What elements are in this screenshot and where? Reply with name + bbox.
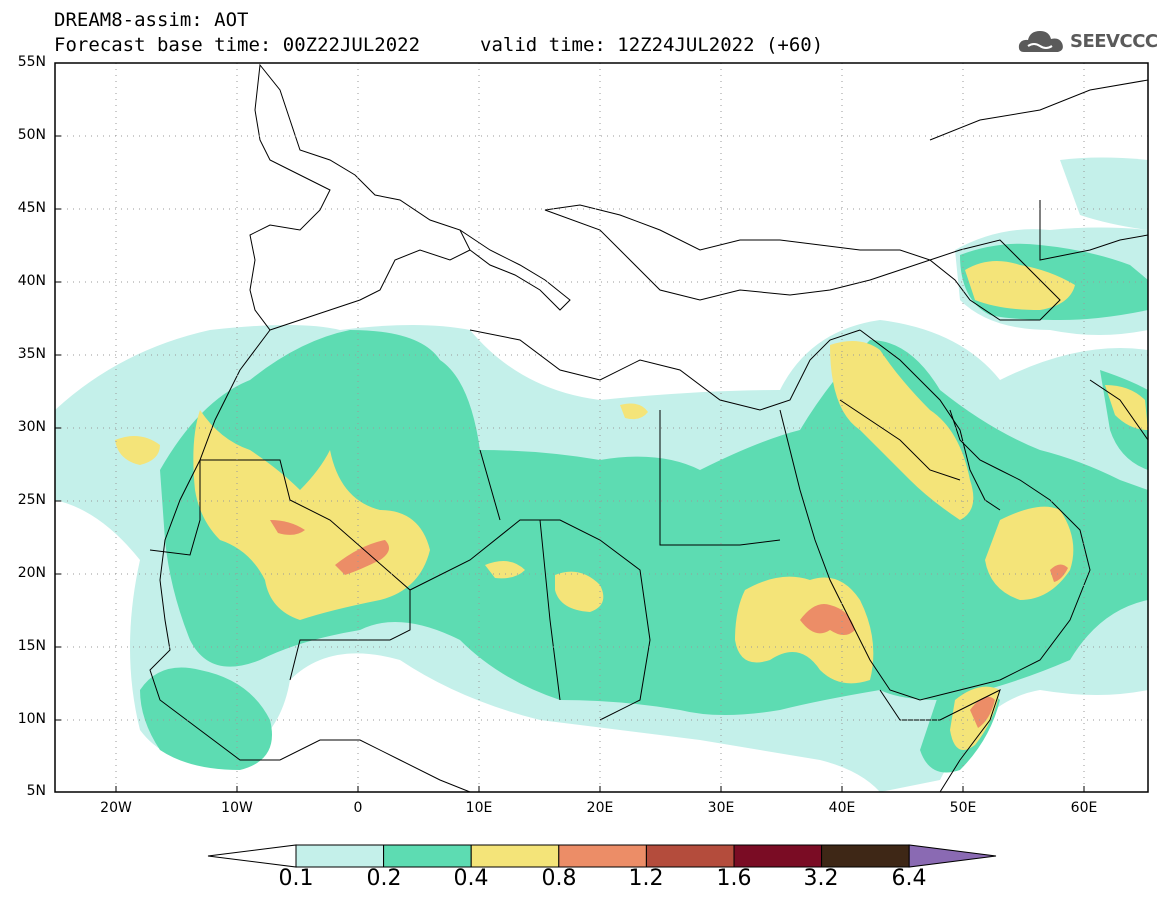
- aot-level-0-4: [115, 261, 1148, 750]
- lon-label-50e: 50E: [949, 800, 977, 816]
- forecast-base-time: Forecast base time: 00Z22JUL2022: [54, 34, 421, 56]
- colorbar-segment-5: [645, 844, 735, 868]
- lat-label-30n: 30N: [17, 419, 46, 435]
- legend-level-0-2: 0.2: [366, 866, 402, 891]
- colorbar-segment-6: [733, 844, 823, 868]
- legend-level-6-4: 6.4: [891, 866, 927, 891]
- lat-label-15n: 15N: [17, 638, 46, 654]
- grid-lines: [55, 63, 1148, 792]
- lon-label-60e: 60E: [1070, 800, 1098, 816]
- lat-label-5n: 5N: [26, 783, 46, 799]
- lat-label-50n: 50N: [17, 127, 46, 143]
- legend-level-0-1: 0.1: [278, 866, 314, 891]
- colorbar-over-triangle: [908, 844, 997, 868]
- colorbar-segment-2: [383, 844, 472, 868]
- cloud-logo-icon: [1018, 31, 1063, 52]
- legend-level-3-2: 3.2: [803, 866, 839, 891]
- aot-level-0-8: [270, 520, 1068, 728]
- colorbar-segment-3: [470, 844, 560, 868]
- valid-time: valid time: 12Z24JUL2022 (+60): [480, 34, 824, 56]
- tick-marks: [55, 135, 1085, 792]
- lat-label-25n: 25N: [17, 492, 46, 508]
- aot-fields: [55, 157, 1148, 792]
- map-title: DREAM8-assim: AOT: [54, 9, 249, 31]
- colorbar-under-triangle: [207, 844, 297, 868]
- seevccc-logo: SEEVCCC: [1018, 26, 1158, 58]
- lat-label-55n: 55N: [17, 54, 46, 70]
- lat-label-20n: 20N: [17, 565, 46, 581]
- legend-level-0-4: 0.4: [453, 866, 489, 891]
- lon-label-20w: 20W: [100, 800, 132, 816]
- colorbar-segment-1: [295, 844, 385, 868]
- lat-label-45n: 45N: [17, 200, 46, 216]
- lon-label-30e: 30E: [707, 800, 735, 816]
- colorbar-segment-4: [558, 844, 647, 868]
- lon-label-0: 0: [353, 800, 363, 816]
- map-frame: [54, 62, 1149, 793]
- coastlines-borders: [149, 63, 1148, 792]
- lat-label-35n: 35N: [17, 346, 46, 362]
- lon-label-20e: 20E: [586, 800, 614, 816]
- lon-label-10e: 10E: [465, 800, 493, 816]
- lon-label-40e: 40E: [828, 800, 856, 816]
- lon-label-10w: 10W: [221, 800, 253, 816]
- lat-label-40n: 40N: [17, 273, 46, 289]
- colorbar-segment-7: [821, 844, 910, 868]
- lat-label-10n: 10N: [17, 711, 46, 727]
- logo-text: SEEVCCC: [1070, 31, 1158, 52]
- legend-level-0-8: 0.8: [541, 866, 577, 891]
- legend-level-1-6: 1.6: [716, 866, 752, 891]
- legend-level-1-2: 1.2: [628, 866, 664, 891]
